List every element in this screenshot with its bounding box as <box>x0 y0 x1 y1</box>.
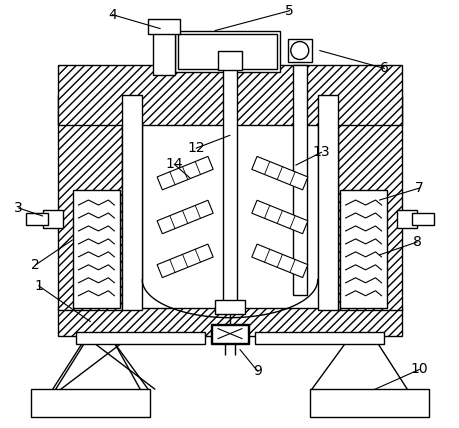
Bar <box>412 213 433 225</box>
Bar <box>223 65 236 310</box>
Bar <box>122 95 142 310</box>
Polygon shape <box>251 244 307 278</box>
Text: 3: 3 <box>14 201 23 215</box>
Text: 9: 9 <box>253 365 262 378</box>
Text: 10: 10 <box>410 363 427 377</box>
Bar <box>57 65 402 125</box>
Bar <box>57 308 402 336</box>
Circle shape <box>290 42 308 59</box>
Polygon shape <box>157 200 213 234</box>
Polygon shape <box>157 244 213 278</box>
Bar <box>254 332 384 344</box>
Bar <box>57 95 122 310</box>
Text: 1: 1 <box>34 279 43 293</box>
Bar <box>211 324 248 344</box>
Bar <box>397 210 416 228</box>
Text: 4: 4 <box>108 8 117 22</box>
Text: 12: 12 <box>187 141 204 155</box>
Bar <box>26 213 47 225</box>
Text: 8: 8 <box>412 235 421 249</box>
Bar <box>73 190 120 308</box>
Bar <box>153 26 175 75</box>
Bar <box>309 389 428 417</box>
Bar <box>218 51 241 71</box>
Text: 13: 13 <box>312 145 330 159</box>
Bar <box>212 325 247 342</box>
Bar <box>214 300 245 314</box>
Bar <box>148 19 180 33</box>
Bar <box>292 65 306 295</box>
Text: 2: 2 <box>31 258 40 272</box>
Bar <box>175 30 279 72</box>
Polygon shape <box>251 156 307 190</box>
Bar <box>339 190 386 308</box>
Text: 14: 14 <box>165 157 183 171</box>
Bar <box>317 95 337 310</box>
Bar <box>287 39 311 62</box>
Bar <box>31 389 150 417</box>
Polygon shape <box>157 156 213 190</box>
Bar <box>43 210 62 228</box>
Text: 6: 6 <box>379 62 388 75</box>
Text: 5: 5 <box>285 4 294 18</box>
Bar <box>337 95 402 310</box>
Bar <box>75 332 205 344</box>
Bar <box>178 33 276 69</box>
Text: 7: 7 <box>414 181 423 195</box>
Polygon shape <box>251 200 307 234</box>
